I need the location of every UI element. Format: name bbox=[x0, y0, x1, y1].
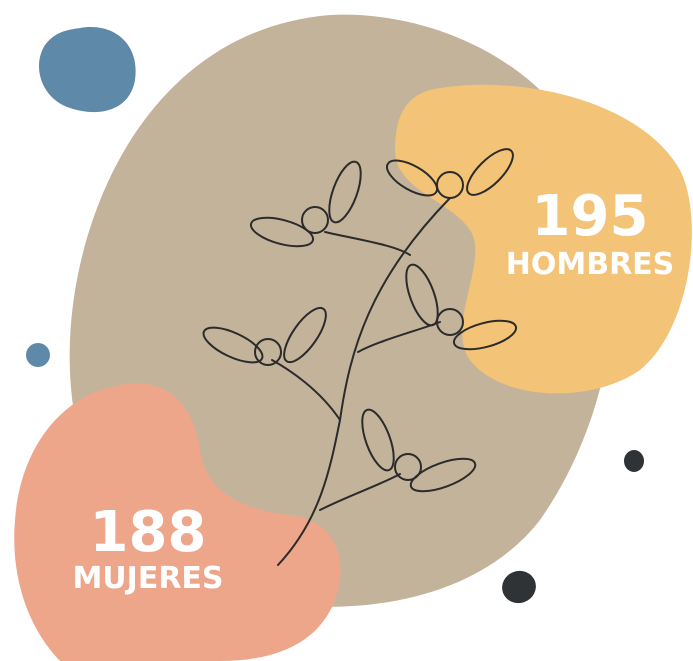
blue-dot bbox=[26, 343, 50, 367]
stat-label: MUJERES bbox=[72, 561, 223, 596]
blue-blob bbox=[39, 27, 136, 112]
page: 195 HOMBRES 188 MUJERES (() => { const d… bbox=[0, 0, 693, 661]
stat-label: HOMBRES bbox=[506, 247, 675, 282]
dark-dot bbox=[498, 566, 541, 608]
stat-value: 195 bbox=[532, 184, 649, 249]
dark-dot bbox=[624, 450, 644, 472]
infographic: 195 HOMBRES 188 MUJERES bbox=[0, 0, 693, 661]
stat-value: 188 bbox=[90, 500, 207, 565]
